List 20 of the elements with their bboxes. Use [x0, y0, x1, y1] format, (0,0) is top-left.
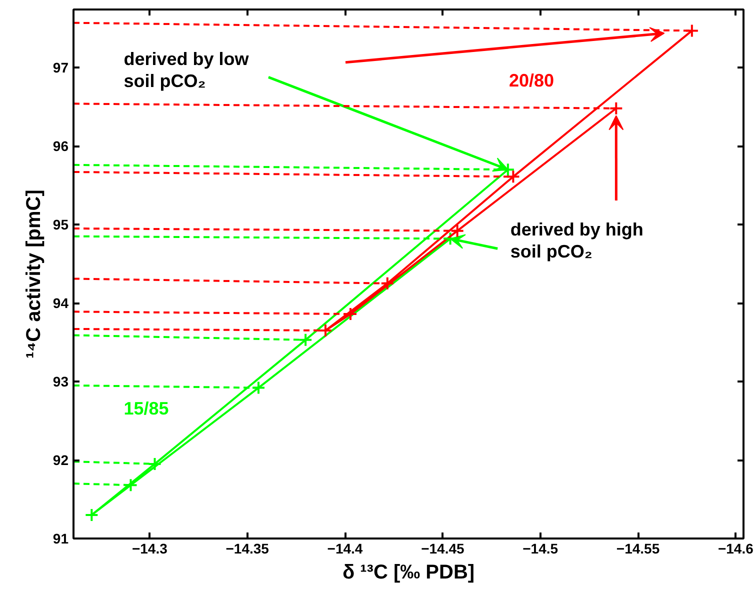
annotation: 15/85: [124, 398, 169, 418]
y-tick-label: 93: [52, 374, 69, 390]
y-tick-label: 96: [52, 138, 69, 154]
x-axis-title: δ ¹³C [‰ PDB]: [342, 562, 475, 584]
x-tick-label: −14.5: [522, 540, 558, 556]
x-tick-label: −14.35: [226, 540, 270, 556]
x-tick-label: −14.4: [327, 540, 363, 556]
x-tick-label: −14.3: [132, 540, 168, 556]
y-tick-label: 95: [52, 216, 69, 233]
annotation: derived by high soil pCO₂: [510, 220, 644, 262]
annotation: derived by low soil pCO₂: [124, 49, 250, 92]
x-tick-label: −14.6: [718, 540, 754, 556]
y-axis-title: ¹⁴C activity [pmC]: [22, 190, 45, 358]
y-tick-label: 97: [52, 60, 69, 76]
y-tick-label: 94: [52, 295, 69, 312]
annotation: 20/80: [509, 70, 554, 90]
x-tick-label: −14.55: [616, 540, 660, 556]
y-tick-label: 91: [52, 530, 69, 546]
x-tick-label: −14.45: [421, 540, 465, 556]
y-tick-label: 92: [52, 452, 69, 468]
